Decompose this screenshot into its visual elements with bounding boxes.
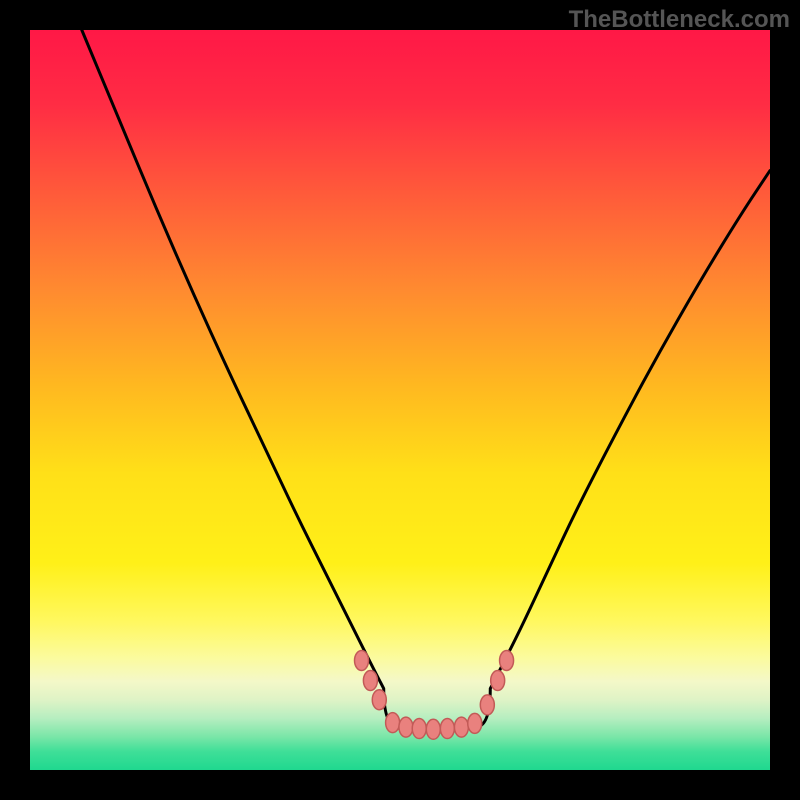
data-marker <box>491 670 505 690</box>
data-marker <box>426 719 440 739</box>
data-marker <box>372 690 386 710</box>
data-marker <box>454 717 468 737</box>
data-marker <box>500 650 514 670</box>
data-marker <box>468 713 482 733</box>
chart-background <box>30 30 770 770</box>
data-marker <box>386 713 400 733</box>
data-marker <box>480 695 494 715</box>
bottleneck-chart <box>0 0 800 800</box>
data-marker <box>355 650 369 670</box>
data-marker <box>440 719 454 739</box>
data-marker <box>412 719 426 739</box>
chart-stage: TheBottleneck.com <box>0 0 800 800</box>
data-marker <box>399 717 413 737</box>
data-marker <box>363 670 377 690</box>
watermark-text: TheBottleneck.com <box>569 6 790 34</box>
